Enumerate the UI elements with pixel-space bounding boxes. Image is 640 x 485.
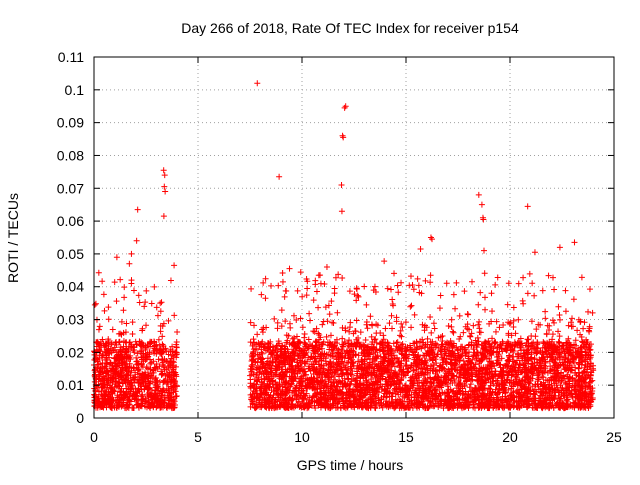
roti-scatter-chart: 0510152025 00.010.020.030.040.050.060.07…: [0, 0, 640, 480]
chart-container: 0510152025 00.010.020.030.040.050.060.07…: [0, 0, 640, 480]
